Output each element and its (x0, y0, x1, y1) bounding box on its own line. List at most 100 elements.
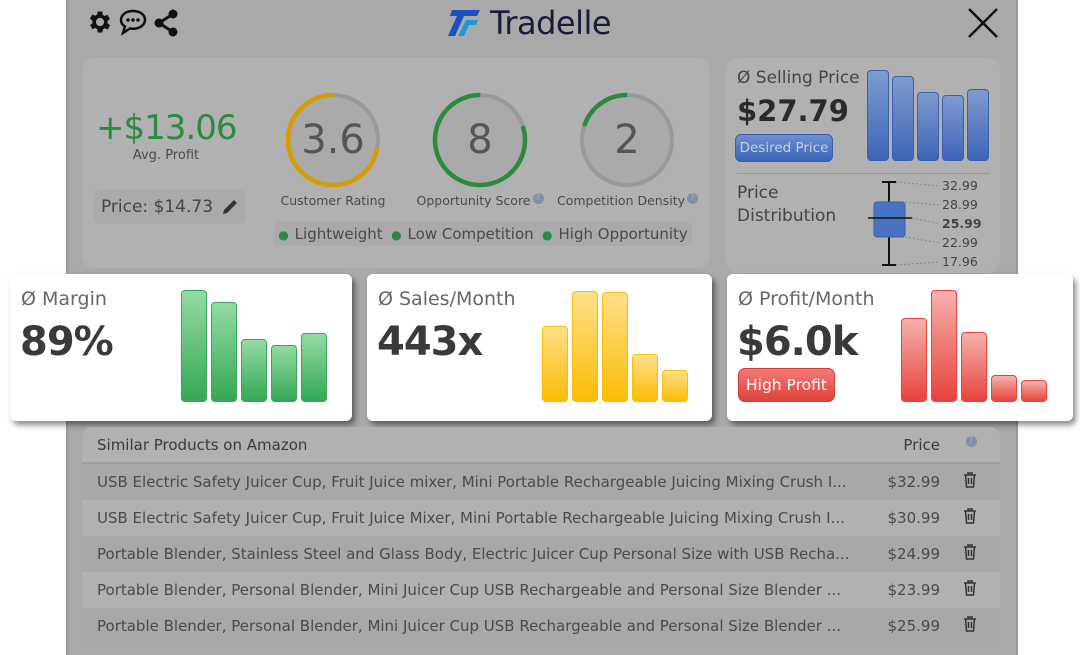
bullet-icon: ● (542, 228, 553, 242)
product-price: $32.99 (887, 473, 941, 491)
trash-icon[interactable] (963, 544, 977, 560)
gauge-competition-density: 2 (577, 90, 677, 190)
sales-card: Ø Sales/Month 443x (367, 274, 712, 421)
trash-icon[interactable] (963, 616, 977, 632)
tag: ● Lightweight (278, 225, 383, 243)
dist-min: 17.96 (942, 254, 978, 269)
gauge-value: 3.6 (301, 117, 365, 163)
trash-icon[interactable] (963, 580, 977, 596)
bar (991, 375, 1017, 402)
bar (542, 326, 568, 402)
gauge-value: 2 (614, 117, 640, 163)
help-icon[interactable]: ? (532, 193, 544, 204)
bar (241, 339, 267, 402)
profit-month-card: Ø Profit/Month $6.0k High Profit (727, 274, 1073, 421)
pencil-icon (223, 200, 238, 214)
table-row[interactable]: Portable Blender, Personal Blender, Mini… (82, 608, 1000, 643)
chat-icon[interactable] (118, 8, 148, 36)
brand-name: Tradelle (490, 4, 612, 42)
gauge-label: Customer Rating (263, 193, 403, 208)
brand-logo: Tradelle (446, 4, 612, 42)
margin-chart (181, 290, 333, 402)
product-name[interactable]: USB Electric Safety Juicer Cup, Fruit Ju… (97, 509, 845, 527)
bullet-icon: ● (278, 228, 289, 242)
product-price: $25.99 (887, 617, 941, 635)
close-icon[interactable] (966, 6, 1000, 40)
table-row[interactable]: Portable Blender, Personal Blender, Mini… (82, 572, 1000, 608)
gauge-arc (432, 92, 528, 188)
bar (961, 332, 987, 402)
bar (632, 354, 658, 402)
table-row[interactable]: USB Electric Safety Juicer Cup, Fruit Ju… (82, 464, 1000, 500)
trash-icon[interactable] (963, 472, 977, 488)
profit-month-chart (901, 290, 1053, 402)
selling-price-title: Ø Selling Price (737, 68, 860, 88)
tag-list: ● Lightweight ● Low Competition ● High Opport… (274, 222, 692, 246)
bar (211, 302, 237, 402)
tag: ● Low Competition (391, 225, 534, 243)
help-icon[interactable]: ? (965, 435, 977, 447)
help-icon[interactable]: ? (687, 193, 698, 204)
bar (892, 76, 914, 161)
title-line: Price (737, 183, 779, 203)
bar (181, 290, 207, 402)
avg-profit: +$13.06 Avg. Profit (96, 108, 237, 163)
tradelle-logo-icon (448, 10, 480, 36)
similar-products-table: Similar Products on Amazon Price ? USB E… (82, 427, 1000, 643)
gauge-ring (579, 92, 675, 188)
profit-month-title: Ø Profit/Month (738, 288, 875, 310)
gauge-opportunity-score: 8 (430, 90, 530, 190)
product-price: $23.99 (887, 581, 941, 599)
bar (1021, 380, 1047, 402)
trash-icon[interactable] (963, 508, 977, 524)
tag: ● High Opportunity (542, 225, 688, 243)
gear-icon[interactable] (86, 8, 114, 36)
bar (301, 333, 327, 402)
tag-label: Lightweight (294, 225, 383, 243)
col-price-header: Price (903, 435, 940, 454)
dist-q1: 22.99 (942, 235, 978, 250)
gauge-customer-rating: 3.6 (283, 90, 383, 190)
product-name[interactable]: Portable Blender, Stainless Steel and Gl… (97, 545, 850, 563)
table-row[interactable]: USB Electric Safety Juicer Cup, Fruit Ju… (82, 500, 1000, 536)
product-name[interactable]: USB Electric Safety Juicer Cup, Fruit Ju… (97, 473, 847, 491)
margin-card: Ø Margin 89% (10, 274, 352, 421)
bar (967, 89, 989, 161)
gauge-ring (432, 92, 528, 188)
high-profit-badge: High Profit (738, 368, 835, 402)
bar (271, 345, 297, 402)
table-row[interactable]: Portable Blender, Stainless Steel and Gl… (82, 536, 1000, 572)
product-name[interactable]: Portable Blender, Personal Blender, Mini… (97, 617, 842, 635)
selling-price-card (726, 58, 1000, 273)
gauge-value: 8 (467, 117, 493, 163)
gauge-label: Competition Density? (557, 193, 698, 208)
col-name-header: Similar Products on Amazon (97, 435, 308, 454)
sales-title: Ø Sales/Month (378, 288, 516, 310)
price-edit-button[interactable]: Price: $14.73 (94, 190, 246, 224)
avg-profit-label: Avg. Profit (132, 148, 200, 163)
gauge-label-text: Competition Density (557, 193, 685, 208)
tag-label: High Opportunity (558, 225, 688, 243)
margin-title: Ø Margin (21, 288, 107, 310)
gauge-label: Opportunity Score? (410, 193, 550, 208)
sales-chart (542, 290, 694, 402)
gauge-label-text: Customer Rating (280, 193, 386, 208)
bar (602, 292, 628, 402)
selling-price-value: $27.79 (737, 94, 849, 128)
product-name[interactable]: Portable Blender, Personal Blender, Mini… (97, 581, 842, 599)
desired-price-button[interactable]: Desired Price (735, 134, 833, 162)
bar (917, 92, 939, 161)
bar (867, 70, 889, 161)
sales-value: 443x (377, 319, 483, 365)
dist-median: 25.99 (942, 216, 982, 231)
profit-month-value: $6.0k (737, 319, 858, 365)
product-price: $24.99 (887, 545, 941, 563)
price-value: Price: $14.73 (100, 197, 214, 217)
bar (572, 291, 598, 402)
price-boxplot: 32.99 28.99 25.99 22.99 17.96 (868, 178, 982, 269)
dist-q3: 28.99 (942, 197, 978, 212)
product-price: $30.99 (887, 509, 941, 527)
bar (901, 318, 927, 402)
margin-value: 89% (20, 319, 114, 365)
share-icon[interactable] (152, 8, 180, 38)
